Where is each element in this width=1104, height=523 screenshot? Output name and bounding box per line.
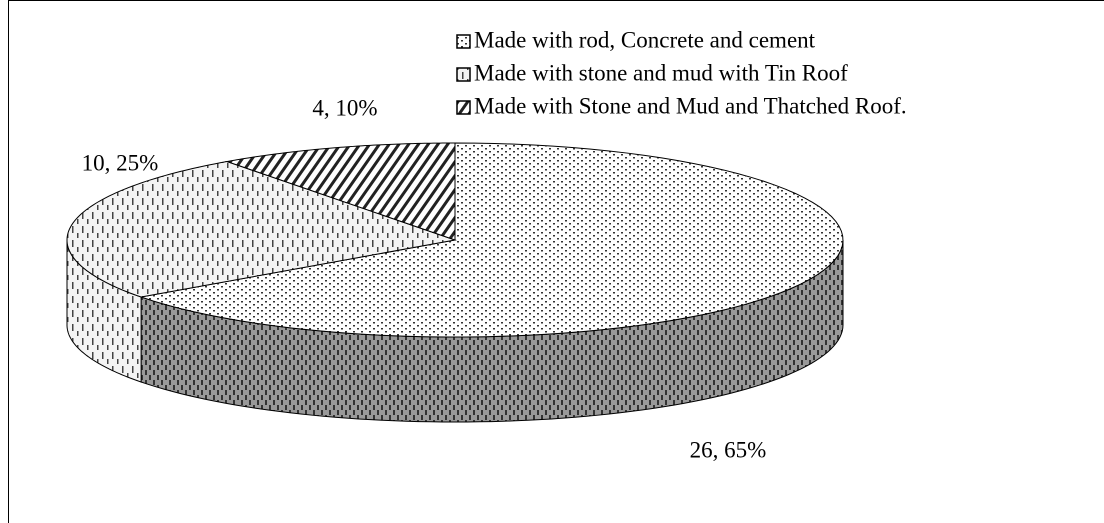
legend-label: Made with stone and mud with Tin Roof [474,60,848,85]
pie-slice [140,142,844,338]
data-label: 10, 25% [82,150,159,175]
legend-swatch [456,67,471,82]
pie-slice [224,142,456,241]
legend-label: Made with rod, Concrete and cement [474,27,816,52]
legend-swatch [456,34,471,49]
pie-slice [66,161,457,298]
frame [8,0,1104,523]
legend-label: Made with Stone and Mud and Thatched Roo… [474,93,907,118]
data-label: 26, 65% [690,437,767,462]
data-label: 4, 10% [312,95,377,120]
legend-swatch [456,100,471,115]
